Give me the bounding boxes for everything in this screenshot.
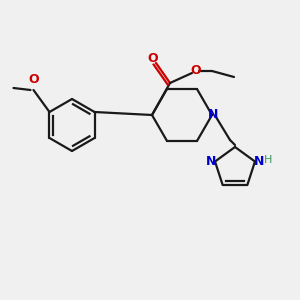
Text: N: N (208, 109, 218, 122)
Text: O: O (28, 73, 39, 86)
Text: H: H (264, 154, 272, 164)
Text: N: N (254, 155, 264, 168)
Text: N: N (206, 155, 216, 168)
Text: O: O (148, 52, 158, 64)
Text: O: O (191, 64, 201, 77)
